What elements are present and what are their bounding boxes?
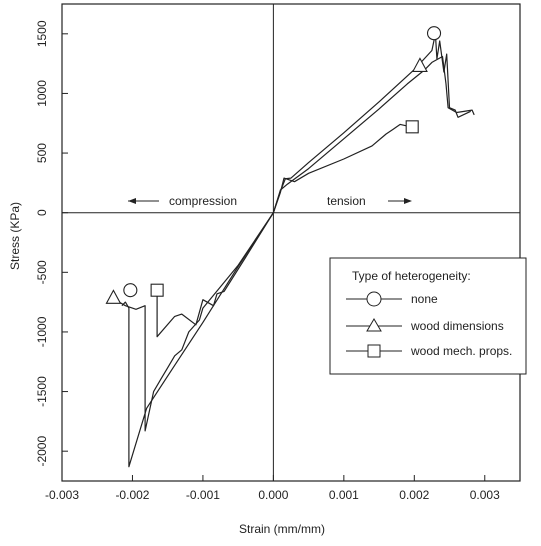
- series-wood-dimensions-marker-triangle-icon: [412, 57, 428, 72]
- legend-entry-wood-dimensions: wood dimensions: [346, 318, 504, 333]
- series-wood-dimensions-marker-triangle-icon: [105, 289, 122, 304]
- series-none-compression-line: [121, 212, 274, 468]
- x-tick-label: 0.003: [470, 488, 500, 502]
- x-tick-label: 0.001: [329, 488, 359, 502]
- x-tick-label: -0.003: [45, 488, 79, 502]
- legend: Type of heterogeneity: none wood dimensi…: [329, 257, 527, 375]
- tension-label: tension: [327, 194, 366, 208]
- x-axis-label: Strain (mm/mm): [239, 522, 325, 536]
- legend-circle-icon: [366, 291, 382, 307]
- legend-square-icon: [367, 344, 381, 358]
- plot-frame: [61, 3, 521, 482]
- series-layer: [105, 26, 475, 468]
- series-wood-mech-props-tension-line: [272, 123, 411, 213]
- legend-title: Type of heterogeneity:: [352, 269, 471, 283]
- x-tick-label: 0.002: [399, 488, 429, 502]
- legend-label-none: none: [411, 292, 438, 306]
- legend-box: [329, 257, 527, 375]
- y-tick-label: 500: [35, 143, 49, 163]
- tension-arrow-head: [404, 198, 412, 204]
- x-tick-label: 0.000: [258, 488, 288, 502]
- series-none-marker-circle-icon: [123, 283, 138, 298]
- legend-label-wood-dimensions: wood dimensions: [410, 319, 504, 333]
- axes-layer: -0.003 -0.002 -0.001 0.000 0.001 0.002 0.003 -2…: [35, 4, 520, 502]
- y-tick-label: -500: [35, 260, 49, 284]
- y-tick-label: 1500: [35, 20, 49, 47]
- y-tick-label: -1500: [35, 376, 49, 407]
- y-tick-label: -1000: [35, 316, 49, 347]
- series-none-marker-circle-icon: [426, 26, 442, 41]
- compression-arrow-head: [128, 198, 136, 204]
- y-axis-label: Stress (KPa): [8, 202, 22, 270]
- x-tick-label: -0.001: [186, 488, 220, 502]
- series-wood-mech-props-compression-line: [156, 212, 274, 338]
- compression-annotation: compression: [128, 194, 237, 208]
- series-wood-mech-props-marker-square-icon: [150, 283, 164, 297]
- y-tick-label: -2000: [35, 436, 49, 467]
- x-tick-label: -0.002: [115, 488, 149, 502]
- legend-entry-none: none: [346, 291, 438, 307]
- series-none-tension-line: [272, 33, 471, 213]
- legend-label-wood-mech-props: wood mech. props.: [410, 344, 512, 358]
- tension-annotation: tension: [327, 194, 412, 208]
- y-tick-label: 1000: [35, 80, 49, 107]
- series-wood-dimensions-tension-line: [272, 55, 475, 213]
- legend-entry-wood-mech-props: wood mech. props.: [346, 344, 512, 358]
- y-tick-label: 0: [35, 209, 49, 216]
- legend-triangle-icon: [366, 318, 382, 332]
- series-wood-mech-props-marker-square-icon: [405, 120, 419, 134]
- compression-label: compression: [169, 194, 237, 208]
- series-wood-dimensions-compression-line: [116, 212, 274, 432]
